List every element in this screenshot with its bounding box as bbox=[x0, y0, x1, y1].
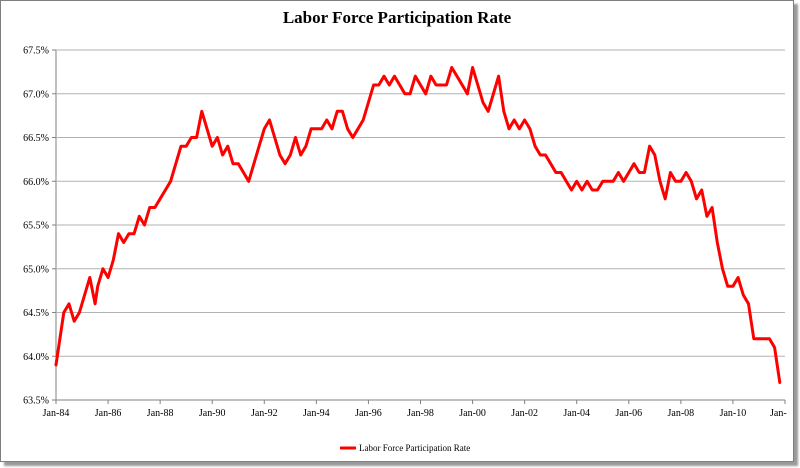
x-tick-label: Jan-06 bbox=[615, 408, 642, 419]
x-tick-label: Jan-92 bbox=[251, 408, 278, 419]
chart-title: Labor Force Participation Rate bbox=[282, 8, 512, 27]
y-tick-label: 67.0% bbox=[23, 89, 49, 100]
y-tick-label: 63.5% bbox=[23, 396, 49, 407]
x-tick-label: Jan-84 bbox=[43, 408, 70, 419]
x-tick-label: Jan-86 bbox=[95, 408, 122, 419]
y-tick-label: 66.0% bbox=[23, 177, 49, 188]
x-tick-label: Jan-96 bbox=[355, 408, 382, 419]
line-chart: 63.5% 64.0% 64.5% 65.0% 65.5% 66.0% 66.5% 67.0%… bbox=[23, 46, 787, 454]
x-tick-label: Jan-04 bbox=[563, 408, 590, 419]
x-tick-label: Jan-10 bbox=[720, 408, 747, 419]
x-tick-label: Jan-08 bbox=[668, 408, 695, 419]
y-tick-label: 66.5% bbox=[23, 133, 49, 144]
gridlines bbox=[56, 49, 785, 357]
legend-label: Labor Force Participation Rate bbox=[359, 443, 470, 453]
y-axis: 63.5% 64.0% 64.5% 65.0% 65.5% 66.0% 66.5% 67.0%… bbox=[23, 46, 56, 407]
y-tick-label: 64.0% bbox=[23, 352, 49, 363]
x-tick-label: Jan-94 bbox=[303, 408, 330, 419]
x-tick-label: Jan-02 bbox=[511, 408, 538, 419]
legend: Labor Force Participation Rate bbox=[340, 443, 470, 453]
x-axis: Jan-84 Jan-86 Jan-88 Jan-90 Jan-92 Jan-94 Jan-… bbox=[43, 400, 787, 419]
x-tick-label: Jan-00 bbox=[459, 408, 486, 419]
y-tick-label: 65.5% bbox=[23, 221, 49, 232]
x-tick-label: Jan- bbox=[770, 408, 787, 419]
x-tick-label: Jan-88 bbox=[147, 408, 174, 419]
series-line-labor-force-participation-rate bbox=[54, 66, 782, 384]
y-tick-label: 64.5% bbox=[23, 308, 49, 319]
x-tick-label: Jan-98 bbox=[407, 408, 434, 419]
x-tick-label: Jan-90 bbox=[199, 408, 226, 419]
y-tick-label: 67.5% bbox=[23, 46, 49, 57]
y-tick-label: 65.0% bbox=[23, 264, 49, 275]
chart-frame bbox=[0, 0, 794, 462]
